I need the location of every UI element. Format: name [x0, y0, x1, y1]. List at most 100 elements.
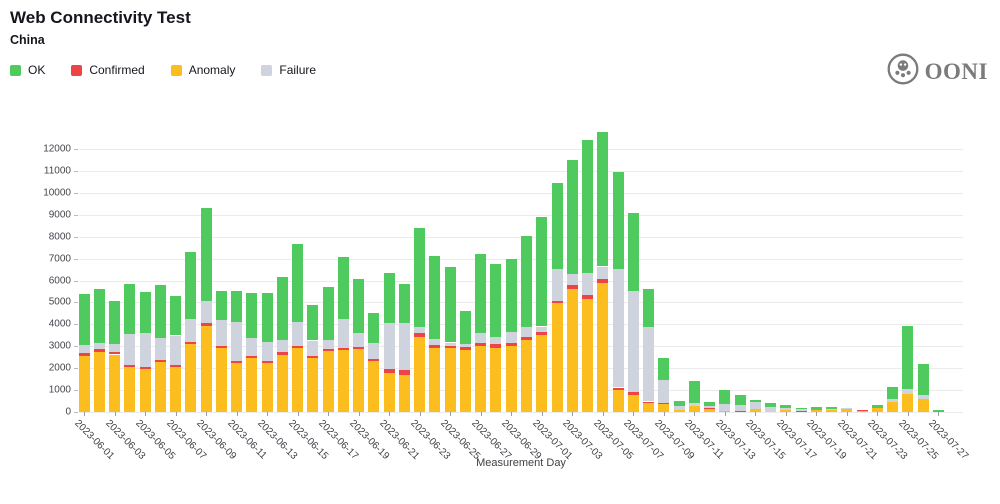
bar-segment-anomaly[interactable] [383, 372, 395, 413]
legend-item-anomaly[interactable]: Anomaly [170, 63, 235, 77]
bar-segment-ok[interactable] [551, 183, 563, 270]
bar-segment-failure[interactable] [780, 407, 792, 411]
bar-segment-confirmed[interactable] [109, 351, 120, 355]
bar-segment-ok[interactable] [688, 380, 700, 403]
bar-segment-failure[interactable] [490, 336, 502, 345]
bar-segment-confirmed[interactable] [93, 348, 105, 352]
bar-segment-confirmed[interactable] [185, 341, 197, 344]
bar-segment-anomaly[interactable] [887, 402, 899, 412]
bar-segment-ok[interactable] [444, 266, 456, 343]
bar-segment-confirmed[interactable] [139, 366, 151, 370]
bar-segment-confirmed[interactable] [261, 360, 273, 364]
bar-segment-ok[interactable] [887, 387, 899, 399]
bar-segment-ok[interactable] [353, 279, 365, 333]
bar-segment-ok[interactable] [200, 208, 212, 301]
bar-segment-failure[interactable] [307, 340, 319, 356]
bar-segment-failure[interactable] [551, 269, 563, 301]
bar-segment-anomaly[interactable] [719, 410, 731, 412]
bar-segment-confirmed[interactable] [322, 348, 334, 351]
bar-segment-ok[interactable] [139, 291, 151, 333]
bar-segment-anomaly[interactable] [749, 408, 761, 412]
bar-segment-anomaly[interactable] [871, 408, 883, 412]
bar-segment-anomaly[interactable] [322, 350, 334, 412]
bar-segment-anomaly[interactable] [505, 346, 517, 413]
bar-segment-ok[interactable] [932, 409, 944, 412]
bar-segment-confirmed[interactable] [444, 346, 456, 349]
bar-segment-failure[interactable] [673, 405, 685, 410]
bar-segment-ok[interactable] [826, 407, 838, 409]
bar-segment-ok[interactable] [749, 399, 761, 402]
bar-segment-ok[interactable] [307, 304, 319, 341]
bar-segment-confirmed[interactable] [292, 345, 304, 349]
bar-segment-ok[interactable] [505, 259, 517, 332]
bar-segment-failure[interactable] [215, 319, 227, 346]
bar-segment-anomaly[interactable] [902, 394, 914, 412]
bar-segment-ok[interactable] [917, 364, 929, 395]
bar-segment-failure[interactable] [841, 408, 853, 410]
bar-segment-ok[interactable] [795, 408, 807, 410]
bar-segment-ok[interactable] [597, 131, 609, 267]
bar-segment-failure[interactable] [749, 401, 761, 409]
bar-segment-failure[interactable] [658, 380, 670, 403]
bar-segment-failure[interactable] [276, 340, 288, 353]
bar-segment-anomaly[interactable] [124, 367, 136, 412]
bar-segment-failure[interactable] [505, 332, 517, 343]
bar-segment-failure[interactable] [459, 344, 471, 347]
bar-segment-confirmed[interactable] [154, 359, 166, 362]
bar-segment-anomaly[interactable] [536, 334, 548, 412]
bar-segment-ok[interactable] [871, 405, 883, 409]
bar-segment-failure[interactable] [246, 338, 258, 357]
bar-segment-anomaly[interactable] [704, 408, 715, 412]
bar-segment-failure[interactable] [337, 319, 349, 348]
bar-segment-anomaly[interactable] [414, 336, 426, 412]
bar-segment-anomaly[interactable] [490, 347, 502, 412]
legend-item-failure[interactable]: Failure [261, 63, 316, 77]
bar-segment-ok[interactable] [231, 290, 243, 323]
bar-segment-anomaly[interactable] [627, 394, 639, 412]
bar-segment-ok[interactable] [643, 289, 654, 328]
bar-segment-ok[interactable] [566, 159, 578, 274]
bar-segment-failure[interactable] [612, 269, 624, 388]
bar-segment-anomaly[interactable] [643, 403, 654, 412]
bar-segment-anomaly[interactable] [231, 363, 243, 412]
bar-segment-anomaly[interactable] [109, 354, 120, 412]
bar-segment-ok[interactable] [673, 401, 685, 406]
bar-segment-ok[interactable] [490, 264, 502, 337]
bar-segment-ok[interactable] [261, 292, 273, 342]
bar-segment-failure[interactable] [154, 337, 166, 360]
bar-segment-ok[interactable] [734, 394, 746, 406]
bar-segment-anomaly[interactable] [307, 358, 319, 412]
bar-segment-failure[interactable] [566, 273, 578, 285]
bar-segment-anomaly[interactable] [597, 283, 609, 412]
bar-segment-anomaly[interactable] [398, 375, 410, 412]
bar-segment-failure[interactable] [139, 332, 151, 367]
bar-segment-failure[interactable] [185, 318, 197, 342]
bar-segment-anomaly[interactable] [582, 298, 593, 412]
bar-segment-confirmed[interactable] [856, 410, 868, 412]
bar-segment-confirmed[interactable] [170, 364, 181, 368]
bar-segment-failure[interactable] [582, 273, 593, 295]
legend-item-confirmed[interactable]: Confirmed [71, 63, 145, 77]
bar-segment-failure[interactable] [398, 322, 410, 371]
bar-segment-ok[interactable] [215, 290, 227, 320]
bar-segment-confirmed[interactable] [505, 343, 517, 347]
bar-segment-confirmed[interactable] [627, 392, 639, 395]
bar-segment-anomaly[interactable] [521, 339, 532, 412]
bar-segment-ok[interactable] [337, 256, 349, 320]
bar-segment-failure[interactable] [414, 326, 426, 334]
bar-segment-ok[interactable] [627, 212, 639, 291]
bar-segment-ok[interactable] [109, 300, 120, 344]
bar-segment-failure[interactable] [643, 327, 654, 402]
bar-segment-ok[interactable] [704, 401, 715, 406]
bar-segment-anomaly[interactable] [841, 409, 853, 412]
bar-segment-failure[interactable] [444, 342, 456, 346]
bar-segment-confirmed[interactable] [231, 360, 243, 364]
bar-segment-failure[interactable] [521, 327, 532, 337]
bar-segment-ok[interactable] [292, 243, 304, 322]
bar-segment-failure[interactable] [688, 402, 700, 406]
bar-segment-anomaly[interactable] [93, 351, 105, 412]
bar-segment-failure[interactable] [765, 406, 777, 412]
bar-segment-ok[interactable] [536, 217, 548, 327]
bar-segment-confirmed[interactable] [597, 279, 609, 284]
bar-segment-confirmed[interactable] [276, 352, 288, 355]
